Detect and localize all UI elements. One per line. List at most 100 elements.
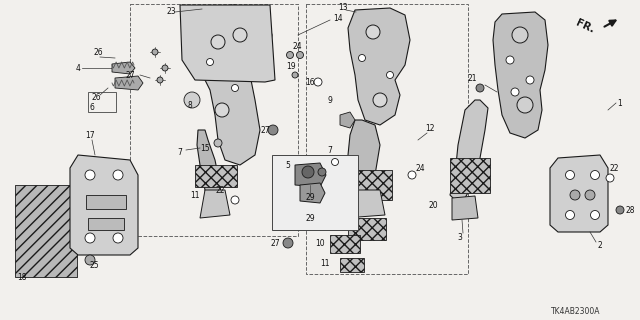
Circle shape xyxy=(606,174,614,182)
Text: TK4AB2300A: TK4AB2300A xyxy=(550,308,600,316)
Text: 27: 27 xyxy=(260,125,270,134)
Circle shape xyxy=(512,27,528,43)
Text: 11: 11 xyxy=(321,260,330,268)
Bar xyxy=(88,92,116,112)
Circle shape xyxy=(85,233,95,243)
Text: 15: 15 xyxy=(200,143,210,153)
Text: 11: 11 xyxy=(190,190,200,199)
Circle shape xyxy=(162,65,168,71)
Text: 23: 23 xyxy=(166,6,176,15)
Text: 28: 28 xyxy=(626,205,636,214)
Circle shape xyxy=(215,103,229,117)
Circle shape xyxy=(231,196,239,204)
Circle shape xyxy=(314,78,322,86)
Circle shape xyxy=(476,84,484,92)
Circle shape xyxy=(408,171,416,179)
Circle shape xyxy=(152,49,158,55)
Text: 13: 13 xyxy=(338,3,348,12)
Text: 18: 18 xyxy=(17,274,27,283)
Circle shape xyxy=(292,72,298,78)
Circle shape xyxy=(570,190,580,200)
Circle shape xyxy=(233,28,247,42)
Circle shape xyxy=(232,84,239,92)
Text: 22: 22 xyxy=(215,186,225,195)
Text: 24: 24 xyxy=(415,164,425,172)
Polygon shape xyxy=(452,196,478,220)
Circle shape xyxy=(616,206,624,214)
Bar xyxy=(15,185,77,277)
Bar xyxy=(450,158,490,193)
Circle shape xyxy=(332,158,339,165)
Circle shape xyxy=(387,71,394,78)
Text: 29: 29 xyxy=(305,213,315,222)
Circle shape xyxy=(591,171,600,180)
Polygon shape xyxy=(112,62,135,74)
Text: 21: 21 xyxy=(467,74,477,83)
Bar xyxy=(342,170,392,200)
Bar xyxy=(348,218,386,240)
Circle shape xyxy=(566,211,575,220)
Circle shape xyxy=(517,97,533,113)
Circle shape xyxy=(214,139,222,147)
Circle shape xyxy=(85,170,95,180)
Circle shape xyxy=(287,52,294,59)
Polygon shape xyxy=(180,5,275,82)
Text: 24: 24 xyxy=(292,42,302,51)
Text: 6: 6 xyxy=(90,102,95,111)
Circle shape xyxy=(302,166,314,178)
Text: 3: 3 xyxy=(458,233,463,242)
Polygon shape xyxy=(345,190,385,218)
Text: 4: 4 xyxy=(76,63,81,73)
Text: 7: 7 xyxy=(328,146,332,155)
Polygon shape xyxy=(340,112,355,128)
Polygon shape xyxy=(300,183,325,203)
Circle shape xyxy=(366,25,380,39)
Circle shape xyxy=(207,59,214,66)
Polygon shape xyxy=(70,155,138,255)
Text: 10: 10 xyxy=(315,238,325,247)
Text: 12: 12 xyxy=(425,124,435,132)
Polygon shape xyxy=(348,8,410,125)
Text: 22: 22 xyxy=(610,164,620,172)
Bar xyxy=(306,4,468,274)
Text: 19: 19 xyxy=(286,61,296,70)
Circle shape xyxy=(358,54,365,61)
Bar xyxy=(195,165,237,187)
Circle shape xyxy=(506,56,514,64)
Text: 27: 27 xyxy=(270,238,280,247)
Circle shape xyxy=(296,52,303,59)
Text: 7: 7 xyxy=(177,148,182,156)
Text: 14: 14 xyxy=(333,13,342,22)
Polygon shape xyxy=(200,190,230,218)
Circle shape xyxy=(526,76,534,84)
Circle shape xyxy=(184,92,200,108)
Polygon shape xyxy=(493,12,548,138)
Polygon shape xyxy=(550,155,608,232)
Text: 8: 8 xyxy=(188,100,193,109)
Circle shape xyxy=(268,125,278,135)
Polygon shape xyxy=(115,76,143,90)
Text: 29: 29 xyxy=(305,193,315,202)
Circle shape xyxy=(113,170,123,180)
Circle shape xyxy=(566,171,575,180)
Circle shape xyxy=(157,77,163,83)
Circle shape xyxy=(585,190,595,200)
Circle shape xyxy=(318,168,326,176)
Circle shape xyxy=(283,238,293,248)
Text: 17: 17 xyxy=(85,131,95,140)
Polygon shape xyxy=(197,130,222,215)
Text: 26: 26 xyxy=(91,92,101,101)
Bar xyxy=(86,195,126,209)
Polygon shape xyxy=(295,163,326,187)
Circle shape xyxy=(373,93,387,107)
Bar xyxy=(330,235,360,253)
Text: 26: 26 xyxy=(93,47,103,57)
Text: 5: 5 xyxy=(285,161,290,170)
Text: 9: 9 xyxy=(328,95,332,105)
Text: 2: 2 xyxy=(598,241,602,250)
Polygon shape xyxy=(188,5,272,165)
Polygon shape xyxy=(450,100,488,200)
Circle shape xyxy=(85,255,95,265)
Circle shape xyxy=(591,211,600,220)
Bar xyxy=(130,4,298,236)
